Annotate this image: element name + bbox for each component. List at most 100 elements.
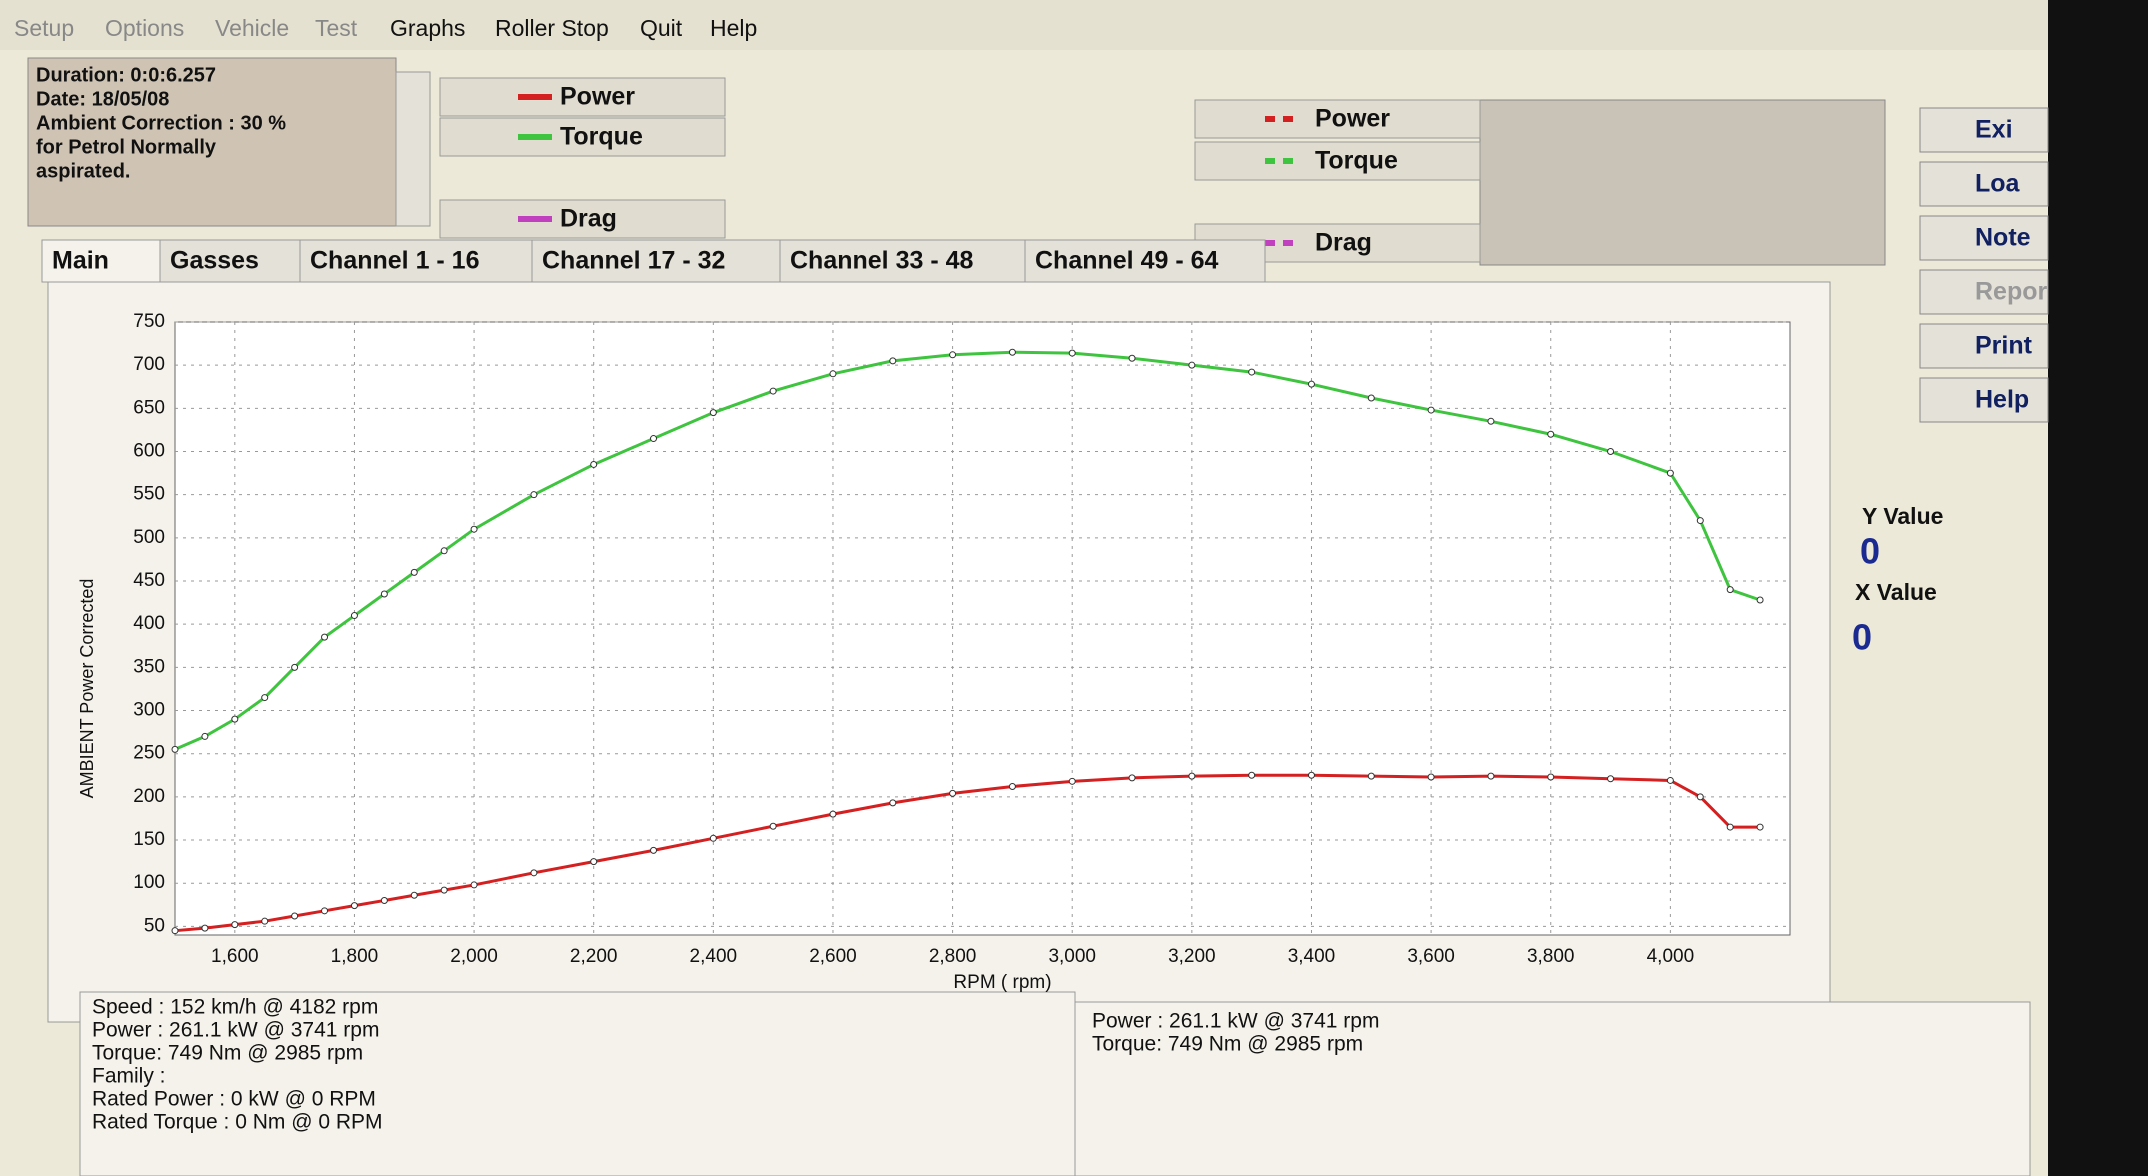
data-point — [380, 590, 388, 598]
y-tick-label: 750 — [133, 311, 165, 332]
side-button-label[interactable]: Print — [1975, 332, 2033, 360]
side-button-label[interactable]: Loa — [1975, 170, 2021, 198]
data-point — [1696, 793, 1704, 801]
legend-label[interactable]: Torque — [560, 123, 643, 151]
tab-label[interactable]: Gasses — [170, 247, 259, 275]
tab[interactable] — [299, 239, 533, 283]
side-button-label[interactable]: Repor — [1975, 278, 2048, 306]
menu-item[interactable]: Setup — [14, 15, 74, 41]
tab-label[interactable]: Channel 49 - 64 — [1035, 247, 1218, 275]
data-point — [1008, 348, 1016, 356]
y-tick-label: 500 — [133, 527, 165, 548]
side-button[interactable] — [1919, 215, 2049, 261]
side-button[interactable] — [1919, 269, 2049, 315]
legend-swatch — [1283, 158, 1293, 164]
tab-label[interactable]: Main — [52, 247, 109, 275]
data-point — [201, 732, 209, 740]
legend-swatch — [518, 94, 552, 100]
tab[interactable] — [41, 239, 161, 283]
legend-swatch — [1265, 158, 1275, 164]
legend-button[interactable] — [439, 117, 726, 157]
data-point — [1756, 823, 1764, 831]
info-line: aspirated. — [36, 160, 130, 182]
tab[interactable] — [1024, 239, 1266, 283]
legend-swatch — [1283, 116, 1293, 122]
data-point — [949, 789, 957, 797]
data-point — [291, 663, 299, 671]
data-point — [650, 846, 658, 854]
data-point — [1427, 773, 1435, 781]
legend-label[interactable]: Drag — [560, 205, 617, 233]
legend-label[interactable]: Power — [560, 83, 635, 111]
menu-item[interactable]: Test — [315, 15, 358, 41]
legend-label[interactable]: Torque — [1315, 147, 1398, 175]
data-point — [1487, 772, 1495, 780]
side-button[interactable] — [1919, 377, 2049, 423]
data-point — [769, 822, 777, 830]
side-button-label[interactable]: Help — [1975, 386, 2029, 414]
menu-bar — [0, 0, 2048, 50]
data-point — [291, 912, 299, 920]
data-point — [171, 927, 179, 935]
legend-label[interactable]: Power — [1315, 105, 1390, 133]
legend-button[interactable] — [1194, 141, 1481, 181]
legend-swatch — [1283, 240, 1293, 246]
info-box — [27, 57, 397, 227]
data-point — [470, 525, 478, 533]
y-value: 0 — [1860, 531, 1880, 572]
info-scrollbar — [395, 71, 431, 227]
data-point — [530, 491, 538, 499]
menu-item[interactable]: Quit — [640, 15, 683, 41]
legend-swatch — [518, 134, 552, 140]
side-button-label[interactable]: Note — [1975, 224, 2031, 252]
side-button[interactable] — [1919, 323, 2049, 369]
data-point — [1008, 782, 1016, 790]
info-line: Duration: 0:0:6.257 — [36, 64, 216, 86]
data-point — [1756, 596, 1764, 604]
data-point — [231, 715, 239, 723]
stat-line: Rated Power : 0 kW @ 0 RPM — [92, 1088, 376, 1111]
x-tick-label: 3,200 — [1168, 946, 1216, 967]
data-point — [1487, 417, 1495, 425]
tab[interactable] — [159, 239, 301, 283]
data-point — [889, 799, 897, 807]
y-tick-label: 600 — [133, 441, 165, 462]
data-point — [949, 351, 957, 359]
menu-item[interactable]: Roller Stop — [495, 15, 609, 41]
legend-button[interactable] — [1194, 99, 1481, 139]
x-tick-label: 2,800 — [929, 946, 977, 967]
x-tick-label: 3,000 — [1048, 946, 1096, 967]
menu-item[interactable]: Graphs — [390, 15, 465, 41]
x-value-label: X Value — [1855, 579, 1937, 605]
y-tick-label: 300 — [133, 700, 165, 721]
data-point — [1307, 380, 1315, 388]
menu-item[interactable]: Vehicle — [215, 15, 289, 41]
side-button-label[interactable]: Exi — [1975, 116, 2013, 144]
data-point — [321, 907, 329, 915]
gray-panel — [1479, 99, 1886, 266]
legend-button[interactable] — [439, 77, 726, 117]
info-line: Ambient Correction : 30 % — [36, 112, 286, 134]
data-point — [1188, 361, 1196, 369]
stat-line: Torque: 749 Nm @ 2985 rpm — [1092, 1033, 1363, 1056]
data-point — [1696, 517, 1704, 525]
menu-item[interactable]: Options — [105, 15, 184, 41]
legend-label[interactable]: Drag — [1315, 229, 1372, 257]
data-point — [410, 568, 418, 576]
side-button[interactable] — [1919, 107, 2049, 153]
tab[interactable] — [531, 239, 781, 283]
y-value-label: Y Value — [1862, 503, 1943, 529]
y-tick-label: 550 — [133, 484, 165, 505]
menu-item[interactable]: Help — [710, 15, 757, 41]
series-line — [174, 773, 1761, 933]
legend-swatch — [1265, 116, 1275, 122]
side-button[interactable] — [1919, 161, 2049, 207]
tab-label[interactable]: Channel 1 - 16 — [310, 247, 480, 275]
tab-label[interactable]: Channel 33 - 48 — [790, 247, 973, 275]
y-tick-label: 250 — [133, 743, 165, 764]
tab[interactable] — [779, 239, 1026, 283]
tab-label[interactable]: Channel 17 - 32 — [542, 247, 725, 275]
data-point — [350, 902, 358, 910]
legend-button[interactable] — [439, 199, 726, 239]
